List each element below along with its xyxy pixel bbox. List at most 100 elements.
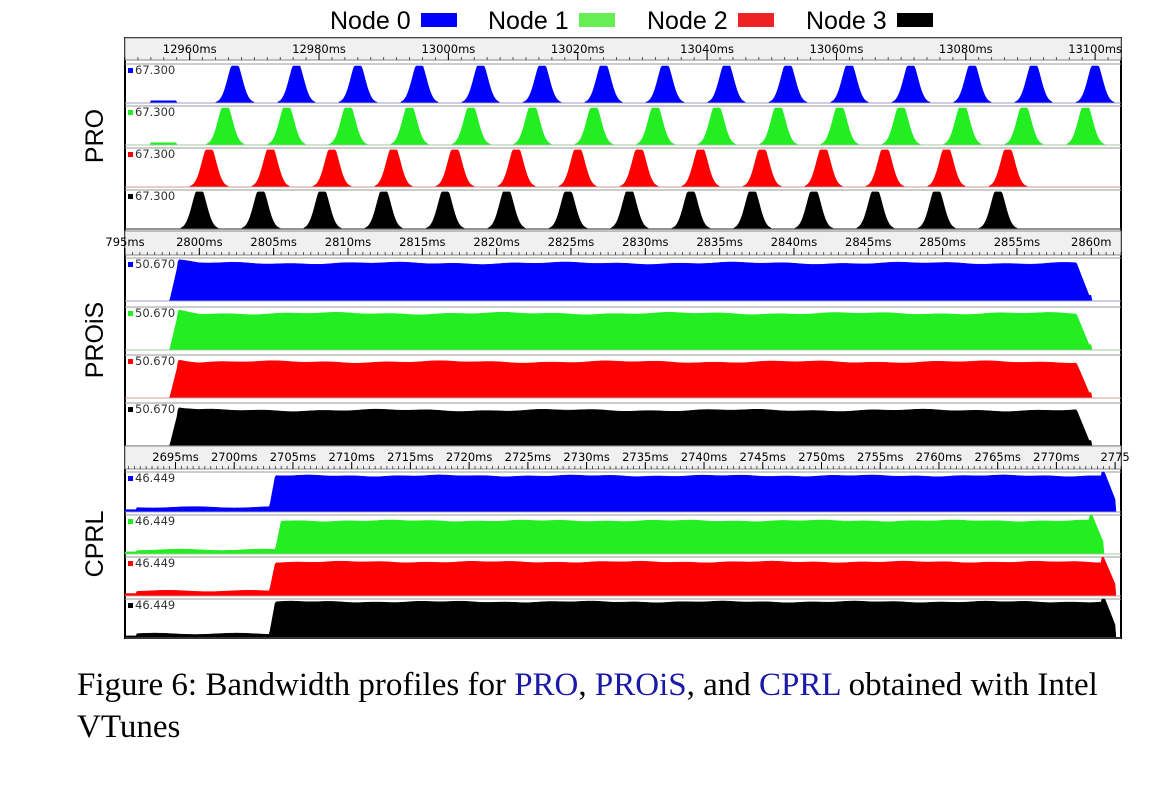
tick-label: 2700ms [211, 450, 257, 464]
legend-item-0: Node 0 [330, 6, 457, 36]
series-area-cprl-node-0 [124, 471, 1121, 513]
series-area-prois-node-0 [125, 259, 1121, 302]
max-value-label: 46.449 [135, 471, 175, 485]
max-value-label: 50.670 [135, 257, 175, 271]
tick-label: 2755ms [857, 450, 903, 464]
tick-label: 2695ms [152, 450, 198, 464]
legend-item-3: Node 3 [806, 6, 933, 36]
series-area-pro-node-3 [125, 191, 1121, 230]
tick-label: 2730ms [563, 450, 609, 464]
tick-label: 2805ms [250, 235, 296, 249]
tick-label: 2860m [1071, 235, 1111, 249]
axis-band [124, 230, 1122, 256]
max-label-swatch [128, 603, 133, 608]
series-area-cprl-node-2 [124, 556, 1121, 597]
max-value-label: 67.300 [135, 63, 175, 77]
tick-label: 13060ms [810, 42, 864, 56]
figure-caption: Figure 6: Bandwidth profiles for PRO, PR… [77, 664, 1137, 748]
caption-suffix: obtained with Intel VTunes [77, 667, 1098, 745]
axis-band [124, 37, 1122, 61]
legend-swatch [737, 13, 774, 28]
tick-label: 2815ms [399, 235, 445, 249]
tick-label: 2840ms [771, 235, 817, 249]
tick-label: 13020ms [551, 42, 605, 56]
max-label-swatch [128, 407, 133, 412]
axis-band [124, 445, 1122, 470]
series-area-cprl-node-1 [124, 514, 1121, 555]
tick-label: 2705ms [270, 450, 316, 464]
tick-label: 2855ms [994, 235, 1040, 249]
tick-label: 2765ms [974, 450, 1020, 464]
caption-link-pro[interactable]: PRO [514, 667, 579, 703]
tick-label: 2845ms [845, 235, 891, 249]
caption-prefix: Figure 6: Bandwidth profiles for [77, 667, 515, 703]
max-label-swatch [128, 476, 133, 481]
caption-link-cprl[interactable]: CPRL [759, 667, 841, 703]
time-axis-cprl: 2695ms 2700ms 2705ms 2710ms 2715ms 2720ms 2725… [124, 445, 1130, 470]
tick-label: 2740ms [681, 450, 727, 464]
caption-sep-1: , [578, 667, 595, 703]
legend-label: Node 3 [806, 7, 887, 35]
time-axis-prois: 795ms 2800ms 2805ms 2810ms 2815ms 2820ms 2825m… [105, 230, 1122, 256]
tick-label: 795ms [105, 235, 144, 249]
tick-label: 2810ms [325, 235, 371, 249]
max-value-label: 46.449 [135, 556, 175, 570]
series-area-prois-node-3 [125, 407, 1121, 447]
max-label-swatch [128, 194, 133, 199]
legend-label: Node 0 [330, 7, 411, 35]
legend-swatch [420, 13, 457, 28]
series-area-prois-node-1 [125, 309, 1121, 351]
max-label-swatch [128, 68, 133, 73]
series-area-pro-node-1 [125, 107, 1121, 146]
max-value-label: 50.670 [135, 306, 175, 320]
tick-label: 2750ms [798, 450, 844, 464]
max-label-swatch [128, 519, 133, 524]
max-value-label: 67.300 [135, 147, 175, 161]
series-area-pro-node-2 [125, 149, 1121, 188]
legend-item-2: Node 2 [647, 6, 774, 36]
tick-label: 2800ms [176, 235, 222, 249]
max-label-swatch [128, 110, 133, 115]
max-value-label: 46.449 [135, 598, 175, 612]
tick-label: 2830ms [622, 235, 668, 249]
tick-label: 2710ms [328, 450, 374, 464]
max-label-swatch [128, 152, 133, 157]
max-label-swatch [128, 262, 133, 267]
tick-label: 2825ms [548, 235, 594, 249]
time-axis-pro: 12960ms 12980ms 13000ms 13020ms 13040ms 13060… [124, 37, 1122, 61]
tick-label: 2770ms [1033, 450, 1079, 464]
series-area-prois-node-2 [125, 359, 1121, 399]
series-area-cprl-node-3 [124, 598, 1121, 639]
max-label-swatch [128, 359, 133, 364]
max-value-label: 46.449 [135, 514, 175, 528]
legend-swatch [578, 13, 615, 28]
tick-label: 2760ms [916, 450, 962, 464]
tick-label: 12960ms [163, 42, 217, 56]
tick-label: 2820ms [473, 235, 519, 249]
tick-label: 2725ms [505, 450, 551, 464]
legend-label: Node 1 [488, 7, 569, 35]
tick-label: 2850ms [919, 235, 965, 249]
tick-label: 12980ms [292, 42, 346, 56]
tick-label: 13000ms [421, 42, 475, 56]
tick-label: 13040ms [680, 42, 734, 56]
max-value-label: 50.670 [135, 354, 175, 368]
tick-label: 2745ms [740, 450, 786, 464]
series-area-pro-node-0 [125, 65, 1121, 104]
chart-legend: Node 0 Node 1 Node 2 Node 3 [0, 6, 1158, 36]
tick-label: 2715ms [387, 450, 433, 464]
max-label-swatch [128, 561, 133, 566]
tick-label: 13080ms [939, 42, 993, 56]
max-value-label: 67.300 [135, 105, 175, 119]
tick-label: 2775 [1100, 450, 1129, 464]
tick-label: 2735ms [622, 450, 668, 464]
caption-link-prois[interactable]: PROiS [594, 667, 687, 703]
max-value-label: 67.300 [135, 189, 175, 203]
caption-sep-2: , and [686, 667, 760, 703]
legend-swatch [896, 13, 933, 28]
legend-label: Node 2 [647, 7, 728, 35]
tick-label: 2720ms [446, 450, 492, 464]
legend-item-1: Node 1 [488, 6, 615, 36]
max-value-label: 50.670 [135, 402, 175, 416]
tick-label: 13100ms [1068, 42, 1122, 56]
